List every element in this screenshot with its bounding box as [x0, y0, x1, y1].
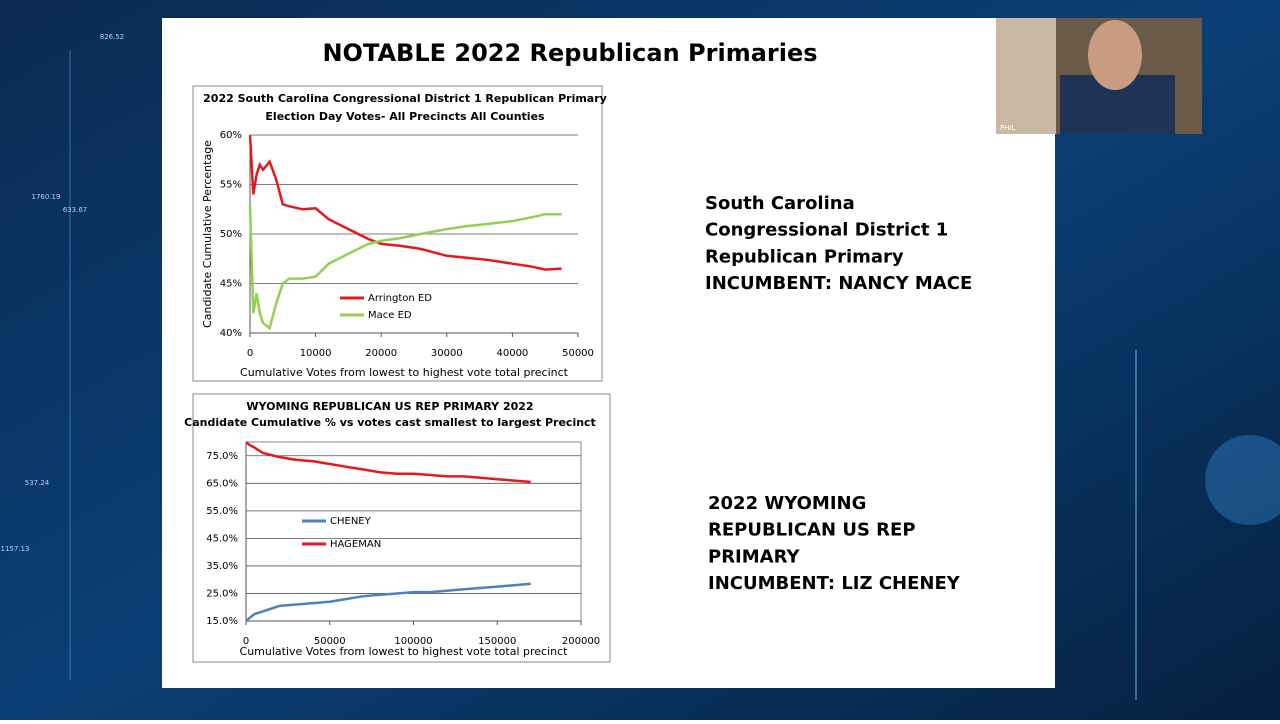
- legend-label: Mace ED: [368, 310, 412, 321]
- chart-subtitle: Election Day Votes- All Precincts All Co…: [265, 110, 545, 123]
- legend-label: Arrington ED: [368, 293, 432, 304]
- x-tick-label: 0: [247, 348, 253, 359]
- x-tick-label: 150000: [478, 636, 516, 647]
- x-axis-label: Cumulative Votes from lowest to highest …: [240, 645, 569, 658]
- x-tick-label: 40000: [496, 348, 528, 359]
- y-tick-label: 40%: [220, 328, 242, 339]
- x-tick-label: 0: [243, 636, 249, 647]
- legend-label: CHENEY: [330, 516, 372, 527]
- y-tick-label: 50%: [220, 229, 242, 240]
- y-tick-label: 45.0%: [206, 533, 238, 544]
- x-tick-label: 50000: [562, 348, 594, 359]
- webcam-face: [1088, 20, 1142, 90]
- webcam-name: PHIL: [1000, 124, 1016, 132]
- slide-note: Congressional District 1: [705, 220, 948, 241]
- webcam-wall: [996, 18, 1056, 134]
- slide-note: 2022 WYOMING: [708, 493, 866, 514]
- x-tick-label: 10000: [300, 348, 332, 359]
- y-tick-label: 60%: [220, 130, 242, 141]
- slide-note: South Carolina: [705, 193, 855, 214]
- background-label: 826.52: [100, 33, 125, 41]
- x-tick-label: 30000: [431, 348, 463, 359]
- slide-note: REPUBLICAN US REP: [708, 520, 916, 541]
- series-line: [245, 441, 531, 484]
- slide-note: PRIMARY: [708, 546, 800, 567]
- x-axis-label: Cumulative Votes from lowest to highest …: [240, 366, 569, 379]
- chart-title: 2022 South Carolina Congressional Distri…: [203, 92, 607, 105]
- chart-frame: [192, 393, 611, 663]
- background-label: 537.24: [25, 479, 50, 487]
- slide-note: Republican Primary: [705, 246, 904, 267]
- background-label: 1760.19: [32, 193, 61, 201]
- chart-title: WYOMING REPUBLICAN US REP PRIMARY 2022: [246, 400, 533, 413]
- chart-frame: [192, 85, 603, 382]
- slide-title: NOTABLE 2022 Republican Primaries: [322, 39, 817, 67]
- y-tick-label: 35.0%: [206, 561, 238, 572]
- series-line: [248, 134, 562, 271]
- x-tick-label: 50000: [314, 636, 346, 647]
- slide-note: INCUMBENT: NANCY MACE: [705, 273, 972, 294]
- series-line: [248, 204, 562, 331]
- background-label: 633.67: [63, 206, 88, 214]
- slide-note: INCUMBENT: LIZ CHENEY: [708, 573, 961, 594]
- y-axis-label: Candidate Cumulative Percentage: [201, 140, 214, 328]
- y-tick-label: 25.0%: [206, 588, 238, 599]
- y-tick-label: 45%: [220, 279, 242, 290]
- y-tick-label: 15.0%: [206, 616, 238, 627]
- series-line: [245, 582, 531, 622]
- y-tick-label: 55%: [220, 180, 242, 191]
- decor-glow: [1205, 435, 1280, 525]
- y-tick-label: 75.0%: [206, 451, 238, 462]
- x-tick-label: 100000: [394, 636, 432, 647]
- x-tick-label: 200000: [562, 636, 600, 647]
- y-tick-label: 55.0%: [206, 506, 238, 517]
- chart-subtitle: Candidate Cumulative % vs votes cast sma…: [184, 416, 596, 429]
- legend-label: HAGEMAN: [330, 539, 381, 550]
- background-label: 1157.13: [1, 545, 30, 553]
- x-tick-label: 20000: [365, 348, 397, 359]
- y-tick-label: 65.0%: [206, 478, 238, 489]
